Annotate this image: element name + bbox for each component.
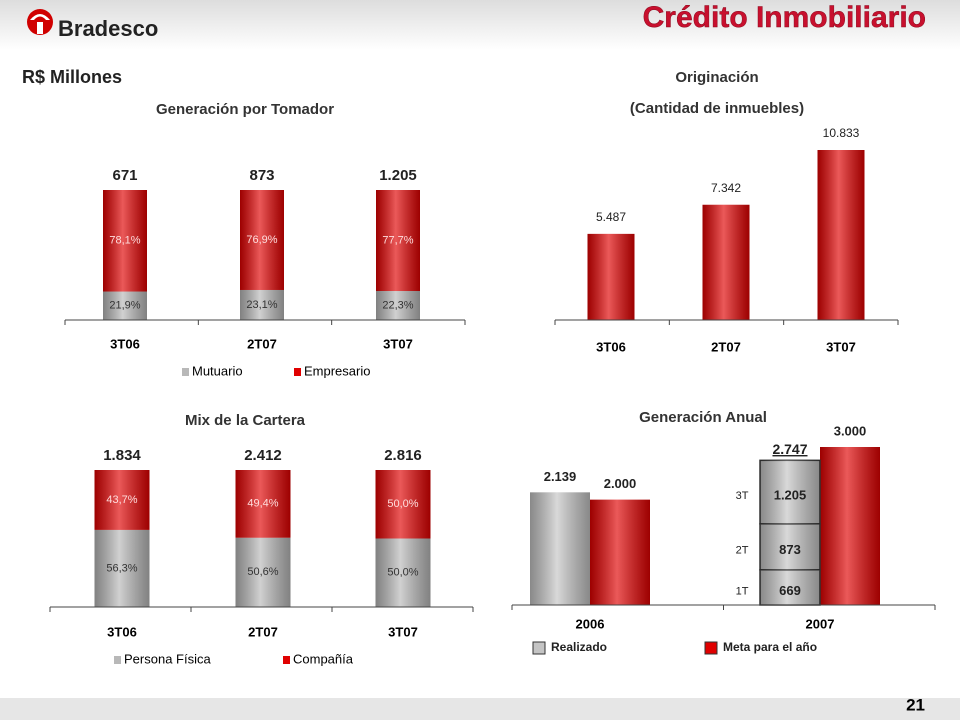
x-tick-label: 2T07 — [711, 339, 741, 354]
bar-shine — [376, 291, 420, 320]
chart-title: Originación — [675, 69, 758, 86]
value-label: 873 — [779, 542, 801, 557]
legend-label: Meta para el año — [723, 640, 817, 654]
bar-shine — [94, 470, 150, 530]
legend-swatch — [283, 656, 290, 664]
value-label: 2.139 — [544, 469, 577, 484]
legend-swatch — [704, 641, 718, 655]
x-tick-label: 3T07 — [388, 624, 418, 639]
x-tick-label: 3T06 — [596, 339, 626, 354]
value-label: 50,6% — [247, 566, 278, 578]
bar-shine — [820, 447, 880, 605]
bar-shine — [376, 190, 420, 292]
x-tick-label: 3T07 — [826, 339, 856, 354]
value-label: 669 — [779, 583, 801, 598]
footer-band — [0, 698, 960, 720]
bar-shine — [240, 289, 284, 320]
value-label: 56,3% — [106, 562, 137, 574]
bar-shine — [590, 499, 650, 605]
bar-shine — [702, 204, 750, 320]
bar-shine — [375, 470, 431, 539]
logo-mark — [30, 14, 50, 34]
chart-title: Mix de la Cartera — [185, 412, 306, 429]
bar-shine — [235, 537, 291, 607]
value-label: 78,1% — [109, 235, 140, 247]
bar-shine — [760, 569, 820, 605]
value-label: 3.000 — [834, 423, 867, 438]
value-label: 2.000 — [604, 476, 637, 491]
total-label: 873 — [249, 167, 274, 184]
bar-shine — [375, 538, 431, 607]
bar-shine — [760, 523, 820, 570]
x-tick-label: 2T07 — [247, 336, 277, 351]
x-tick-label: 3T06 — [110, 336, 140, 351]
stack-label: 3T — [736, 490, 749, 502]
value-label: 10.833 — [823, 126, 860, 140]
legend-swatch — [182, 368, 189, 376]
value-label: 76,9% — [246, 234, 277, 246]
bar-shine — [103, 291, 147, 320]
total-label: 2.412 — [244, 447, 282, 464]
legend-label: Realizado — [551, 640, 607, 654]
value-label: 49,4% — [247, 498, 278, 510]
legend-label: Compañía — [293, 651, 354, 666]
header-band — [0, 0, 960, 50]
stack-label: 2T — [736, 545, 749, 557]
slide-title: Crédito Inmobiliario — [643, 1, 926, 34]
bar-shine — [240, 190, 284, 290]
bar-shine — [235, 470, 291, 538]
legend-swatch — [114, 656, 121, 664]
page-number: 21 — [906, 695, 925, 714]
total-label: 1.834 — [103, 447, 141, 464]
brand: Bradesco — [58, 16, 158, 41]
value-label: 5.487 — [596, 210, 626, 224]
x-tick-label: 3T06 — [107, 624, 137, 639]
bar-shine — [530, 492, 590, 605]
value-label: 43,7% — [106, 494, 137, 506]
value-label: 21,9% — [109, 300, 140, 312]
bar-shine — [103, 190, 147, 292]
chart-title: Generación Anual — [639, 409, 767, 426]
bar-shine — [817, 150, 865, 320]
subtitle: R$ Millones — [22, 67, 122, 87]
legend-swatch — [532, 641, 546, 655]
chart-title: Generación por Tomador — [156, 101, 334, 118]
value-label: 50,0% — [387, 567, 418, 579]
bar-shine — [587, 233, 635, 320]
value-label: 1.205 — [774, 487, 807, 502]
x-tick-label: 3T07 — [383, 336, 413, 351]
chart-title: (Cantidad de inmuebles) — [630, 100, 804, 117]
value-label: 23,1% — [246, 299, 277, 311]
bar-shine — [760, 460, 820, 524]
bar-shine — [94, 529, 150, 607]
total-label: 671 — [112, 167, 137, 184]
total-label: 1.205 — [379, 167, 417, 184]
x-tick-label: 2006 — [576, 616, 605, 631]
total-label: 2.816 — [384, 447, 422, 464]
legend-label: Empresario — [304, 363, 370, 378]
value-label: 77,7% — [382, 234, 413, 246]
legend-label: Persona Física — [124, 651, 211, 666]
x-tick-label: 2T07 — [248, 624, 278, 639]
legend-label: Mutuario — [192, 363, 243, 378]
legend-swatch — [294, 368, 301, 376]
x-tick-label: 2007 — [806, 616, 835, 631]
value-label: 50,0% — [387, 498, 418, 510]
value-label: 7.342 — [711, 181, 741, 195]
stack-label: 1T — [736, 585, 749, 597]
total-label: 2.747 — [772, 441, 807, 457]
value-label: 22,3% — [382, 299, 413, 311]
